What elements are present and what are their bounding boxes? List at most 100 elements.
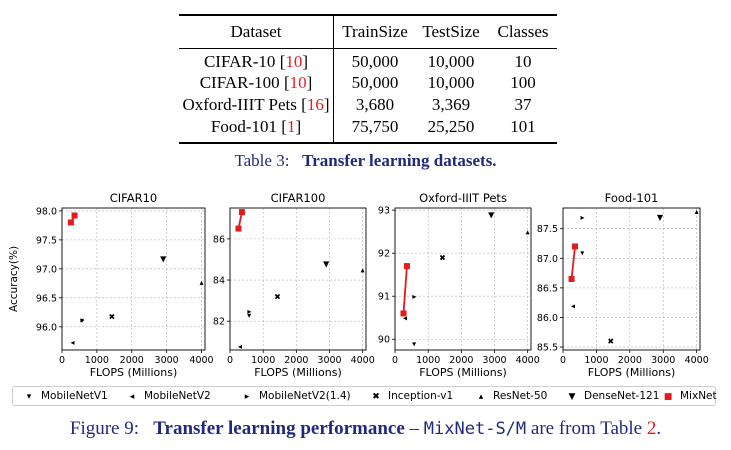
plot-frame [61,207,206,351]
legend-item: ▸ MobileNetV2(1.4) [235,389,351,404]
y-tick-label: 98.0 [36,206,57,217]
citation-link[interactable]: 10 [289,73,307,92]
mixnet-point [403,263,410,270]
y-tick-label: 86.0 [537,313,558,324]
mobilenetv1-point: ▾ [412,340,416,349]
table-caption: Table 3: Transfer learning datasets. [234,151,497,170]
x-tick-label: 1000 [416,355,440,366]
mobilenetv1-point: ▾ [247,311,251,320]
chart-legend: ▾ MobileNetV1 ◂ MobileNetV2 ▸ MobileNetV2(1… [12,386,717,406]
mixnet-point [400,310,407,317]
mixnet-point [71,212,78,219]
x-tick-label: 1000 [584,355,608,366]
resnet-50-point: ▴ [361,266,365,275]
chart-title: CIFAR100 [271,191,326,205]
y-tick-label: 90 [378,335,390,346]
table-cell-train: 50,000 [351,52,399,71]
header-dataset: Dataset [230,22,282,41]
mobilenetv2-point: ◂ [403,314,407,323]
x-axis-label: FLOPS (Millions) [588,366,676,379]
x-tick-label: 0 [59,355,65,366]
table-cell-classes: 37 [514,95,532,114]
y-tick-label: 86 [213,234,225,245]
y-tick-label: 87.0 [537,254,558,265]
x-tick-label: 0 [560,355,566,366]
inception-v1-point: ✖ [607,337,614,346]
table-cell-test: 10,000 [427,52,475,71]
citation-link[interactable]: 10 [285,52,303,71]
table-cell-train: 3,680 [355,95,395,114]
resnet-50-point: ▴ [526,228,530,237]
x-tick-label: 0 [227,355,233,366]
densenet-121-point: ▼ [488,210,495,219]
x-tick-label: 4000 [351,355,375,366]
mobilenetv2-1-4-point: ▸ [80,315,84,324]
mobilenetv2-1-4-point: ▸ [412,292,416,301]
y-axis-label: Accuracy(%) [8,246,20,312]
table-row-dataset: Oxford-IIIT Pets [16] [182,95,330,114]
mixnet-point [572,243,579,250]
y-tick-label: 92 [378,249,390,260]
citation-link[interactable]: 1 [286,117,296,136]
x-tick-label: 2000 [120,355,144,366]
table-top-rule [179,14,557,16]
legend-item: ◂ MobileNetV2 [120,389,211,404]
mobilenetv2-1-4-point: ▸ [247,307,251,316]
y-tick-label: 91 [378,292,390,303]
x-tick-label: 3000 [155,355,179,366]
mobilenetv2-point: ◂ [238,342,242,351]
chart-title: Oxford-IIIT Pets [419,191,507,205]
x-tick-label: 4000 [685,355,709,366]
chart-title: Food-101 [605,191,659,205]
densenet-121-point: ▼ [657,213,664,222]
densenet-121-point: ▼ [160,254,167,263]
mixnet-line [402,266,408,314]
plot-frame [394,207,532,351]
densenet-marker-icon: ▼ [568,392,576,402]
table-bottom-rule [179,142,557,144]
x-tick-label: 1000 [85,355,109,366]
y-tick-label: 84 [213,276,225,287]
y-tick-label: 96.0 [36,322,57,333]
mobilenetv1-marker-icon: ▾ [26,392,32,402]
y-tick-label: 85.5 [537,343,558,354]
inception-v1-point: ✖ [109,312,116,321]
x-axis-label: FLOPS (Millions) [419,366,507,379]
x-tick-label: 1000 [251,355,275,366]
mobilenetv2-point: ◂ [571,302,575,311]
x-tick-label: 2000 [449,355,473,366]
mixnet-line [570,246,576,280]
x-tick-label: 2000 [284,355,308,366]
mixnet-point [238,209,245,216]
inception-v1-point: ✖ [439,253,446,262]
figure-caption: Figure 9: Transfer learning performance … [69,418,662,439]
y-tick-label: 93 [378,206,390,217]
table-row-dataset: Food-101 [1] [210,117,302,136]
x-tick-label: 4000 [516,355,540,366]
table-cell-train: 50,000 [351,73,399,92]
table-cell-classes: 10 [514,52,532,71]
chart-title: CIFAR10 [110,191,157,205]
y-tick-label: 97.0 [36,264,57,275]
table-cell-train: 75,750 [351,117,399,136]
x-tick-label: 3000 [317,355,341,366]
y-tick-label: 87.5 [537,224,558,235]
plot-frame [562,207,701,351]
resnet-50-point: ▴ [695,207,699,216]
mixnet-point [235,225,242,232]
table-row-dataset: CIFAR-10 [10] [203,52,309,71]
header-trainsize: TrainSize [342,22,408,41]
table-reference-link[interactable]: 2 [646,418,657,439]
x-axis-label: FLOPS (Millions) [254,366,342,379]
mobilenetv2-marker-icon: ◂ [129,392,135,402]
y-tick-label: 82 [213,317,225,328]
x-tick-label: 3000 [482,355,506,366]
mixnet-point [568,276,575,282]
citation-link[interactable]: 16 [306,95,324,114]
plot-frame [229,207,367,351]
transfer-charts: CIFAR100 1000 2000 3000 400096.096.597.097.5… [8,191,709,379]
mobilenetv1-point: ▾ [80,316,84,325]
table-cell-test: 3,369 [431,95,471,114]
x-tick-label: 0 [392,355,398,366]
mixnet-point [67,219,74,226]
